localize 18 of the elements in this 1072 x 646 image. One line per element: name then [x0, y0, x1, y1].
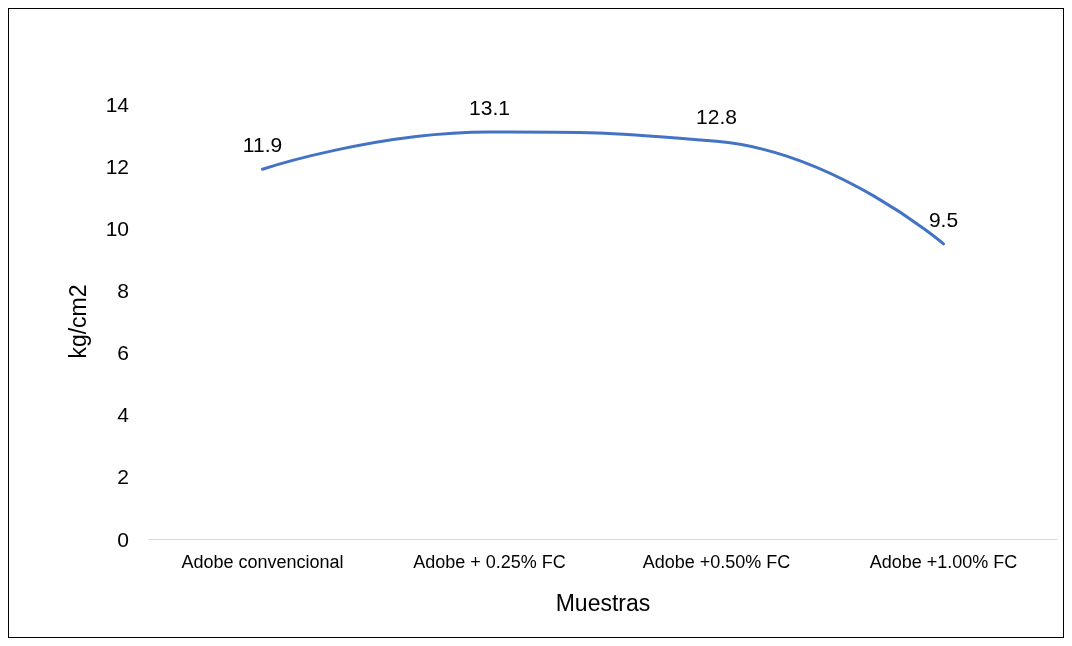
- data-label: 12.8: [696, 105, 737, 129]
- x-tick-label: Adobe + 0.25% FC: [413, 552, 566, 572]
- x-tick-label: Adobe +0.50% FC: [642, 552, 791, 572]
- y-tick-label: 4: [117, 403, 130, 427]
- data-label: 13.1: [469, 95, 510, 119]
- data-label: 9.5: [928, 207, 959, 231]
- y-tick-label: 14: [105, 92, 130, 116]
- x-tick-label: Adobe +1.00% FC: [869, 552, 1018, 572]
- data-label: 11.9: [242, 133, 283, 157]
- y-tick-label: 10: [105, 216, 129, 240]
- x-axis-title: Muestras: [555, 589, 651, 616]
- y-tick-label: 12: [105, 154, 129, 178]
- y-tick-label: 2: [117, 465, 129, 489]
- y-tick-label: 8: [117, 278, 129, 302]
- x-tick-label: Adobe convencional: [181, 552, 344, 572]
- y-tick-label: 0: [117, 527, 129, 551]
- y-axis-title: kg/cm2: [64, 284, 91, 359]
- y-tick-label: 6: [117, 341, 129, 365]
